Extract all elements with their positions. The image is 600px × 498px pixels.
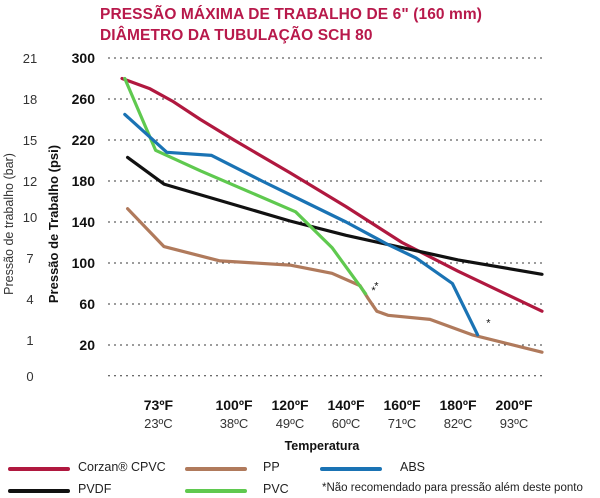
psi-tick-label: 20 (79, 337, 95, 353)
y-axis-title-bar: Pressão de trabalho (bar) (2, 153, 16, 295)
x-tick-label-f: 160ºF (383, 397, 420, 413)
series-line-pvdf (126, 155, 544, 276)
psi-tick-label: 100 (72, 255, 96, 271)
series-line-pvc (123, 76, 368, 296)
legend-label: Corzan® CPVC (78, 460, 166, 474)
series-line-corzan-cpvc (120, 76, 544, 313)
bar-tick-label: 18 (23, 92, 37, 107)
series-line-abs (123, 112, 480, 337)
legend-label: PVDF (78, 482, 112, 496)
legend-swatch (320, 467, 382, 471)
chart-title-line-1: PRESSÃO MÁXIMA DE TRABALHO DE 6" (160 mm… (100, 6, 483, 23)
x-tick-label-c: 38ºC (220, 416, 249, 431)
bar-tick-label: 1 (26, 333, 33, 348)
bar-tick-label: 0 (26, 369, 33, 384)
axis-labels: Temperatura Pressão de Trabalho (psi) Pres… (2, 145, 360, 453)
bar-tick-label: 7 (26, 251, 33, 266)
y-axis-title-psi: Pressão de Trabalho (psi) (46, 145, 61, 303)
x-tick-label-f: 73ºF (144, 397, 174, 413)
psi-tick-label: 180 (72, 173, 96, 189)
psi-tick-label: 260 (72, 91, 96, 107)
bar-tick-label: 10 (23, 210, 37, 225)
bar-tick-label: 15 (23, 133, 37, 148)
legend-label: ABS (400, 460, 426, 474)
psi-tick-label: 60 (79, 296, 95, 312)
asterisk-marker: * (486, 318, 491, 330)
x-tick-label-c: 82ºC (444, 416, 473, 431)
bar-tick-label: 12 (23, 174, 37, 189)
x-axis-title: Temperatura (285, 439, 361, 453)
chart-title: PRESSÃO MÁXIMA DE TRABALHO DE 6" (160 mm… (100, 4, 482, 46)
legend-swatch (185, 467, 247, 471)
legend-swatch (8, 467, 70, 471)
psi-tick-label: 140 (72, 214, 96, 230)
x-tick-label-f: 100ºF (215, 397, 252, 413)
x-tick-label-f: 140ºF (327, 397, 364, 413)
x-tick-label-f: 180ºF (439, 397, 476, 413)
asterisk-marker: * (371, 285, 376, 297)
bar-tick-label: 21 (23, 51, 37, 66)
psi-tick-label: 220 (72, 132, 96, 148)
legend-swatch (8, 489, 70, 493)
x-tick-label-c: 71ºC (388, 416, 417, 431)
asterisk-markers: *** (371, 281, 491, 330)
x-tick-label-c: 93ºC (500, 416, 529, 431)
asterisk-marker: * (374, 281, 379, 293)
legend-label: PVC (263, 482, 289, 496)
legend-label: PP (263, 460, 280, 474)
axis-ticks: 30026022018014010060202118151210741073ºF… (23, 50, 533, 431)
series-lines (120, 76, 544, 354)
x-tick-label-c: 60ºC (332, 416, 361, 431)
x-tick-label-f: 200ºF (495, 397, 532, 413)
footnote: *Não recomendado para pressão além deste… (322, 482, 583, 494)
x-tick-label-c: 23ºC (144, 416, 173, 431)
x-tick-label-c: 49ºC (276, 416, 305, 431)
legend-swatch (185, 489, 247, 493)
grid-lines (108, 57, 542, 377)
x-tick-label-f: 120ºF (271, 397, 308, 413)
chart-title-line-2: DIÂMETRO DA TUBULAÇÃO SCH 80 (100, 27, 373, 44)
bar-tick-label: 4 (26, 292, 33, 307)
psi-tick-label: 300 (72, 50, 96, 66)
